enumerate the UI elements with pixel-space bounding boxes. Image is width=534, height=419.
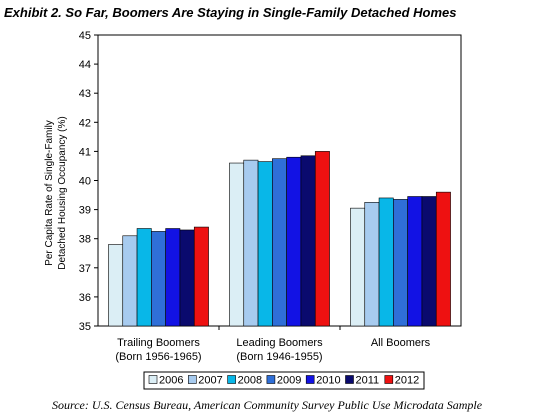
bar-2006 <box>108 244 124 327</box>
y-tick-label: 36 <box>79 292 91 304</box>
category-label: Leading Boomers <box>236 337 323 349</box>
y-tick-label: 43 <box>79 88 91 100</box>
legend: 2006 2007 2008 2009 2010 2011 2012 <box>143 371 425 390</box>
bar-2011 <box>179 229 195 327</box>
legend-swatch-2011 <box>345 375 354 384</box>
legend-label-2011: 2011 <box>356 375 380 387</box>
bar-2006 <box>350 207 366 327</box>
bar-2008 <box>136 228 152 327</box>
chart-title: Exhibit 2. So Far, Boomers Are Staying i… <box>4 5 457 20</box>
legend-label-2006: 2006 <box>159 375 183 387</box>
legend-swatch-2007 <box>188 375 197 384</box>
bar-2012 <box>435 191 451 327</box>
bar-2011 <box>421 196 437 327</box>
y-tick-label: 39 <box>79 205 91 217</box>
y-tick-label: 38 <box>79 234 91 246</box>
bar-2008 <box>257 161 273 327</box>
bar-2010 <box>286 156 302 327</box>
bar-2010 <box>407 196 423 327</box>
legend-swatch-2006 <box>148 375 158 384</box>
bar-2012 <box>314 151 330 327</box>
bar-2011 <box>300 155 316 327</box>
legend-swatch-2010 <box>305 375 315 384</box>
y-tick-label: 35 <box>79 321 91 333</box>
y-tick-label: 45 <box>79 30 91 42</box>
y-axis-title-line-2: Detached Housing Occupancy (%) <box>57 116 68 269</box>
category-sublabel: (Born 1956-1965) <box>115 351 201 363</box>
y-axis-title-line-1: Per Capita Rate of Single-Family <box>44 120 55 266</box>
y-tick-label: 44 <box>79 59 91 71</box>
y-tick-label: 40 <box>79 176 91 188</box>
bar-2007 <box>364 202 380 327</box>
bar-2009 <box>393 199 408 327</box>
legend-label-2007: 2007 <box>198 375 222 387</box>
category-label: All Boomers <box>371 337 431 349</box>
source-note: Source: U.S. Census Bureau, American Com… <box>51 398 483 412</box>
x-axis-labels: Trailing Boomers (Born 1956-1965) Leading … <box>115 326 431 363</box>
legend-label-2012: 2012 <box>395 375 419 387</box>
bar-2008 <box>378 197 394 327</box>
bar-2009 <box>151 231 166 327</box>
legend-swatch-2012 <box>384 375 394 384</box>
bar-2007 <box>122 235 138 327</box>
legend-swatch-2008 <box>227 375 236 384</box>
legend-frame <box>143 371 425 390</box>
category-sublabel: (Born 1946-1955) <box>236 351 322 363</box>
bar-2009 <box>272 158 287 327</box>
bar-2012 <box>193 226 209 327</box>
bar-2006 <box>229 162 245 327</box>
bar-2010 <box>165 228 181 327</box>
bars <box>108 151 451 327</box>
y-axis-title: Per Capita Rate of Single-Family Detache… <box>44 116 68 269</box>
legend-swatch-2009 <box>266 375 276 384</box>
y-tick-label: 42 <box>79 117 91 129</box>
y-axis: 35 36 37 38 39 40 41 42 43 44 45 <box>79 30 98 333</box>
legend-label-2008: 2008 <box>238 375 262 387</box>
legend-label-2010: 2010 <box>316 375 340 387</box>
y-tick-label: 41 <box>79 146 91 158</box>
category-label: Trailing Boomers <box>117 337 200 349</box>
legend-label-2009: 2009 <box>277 375 301 387</box>
bar-2007 <box>243 159 259 327</box>
y-tick-label: 37 <box>79 263 91 275</box>
